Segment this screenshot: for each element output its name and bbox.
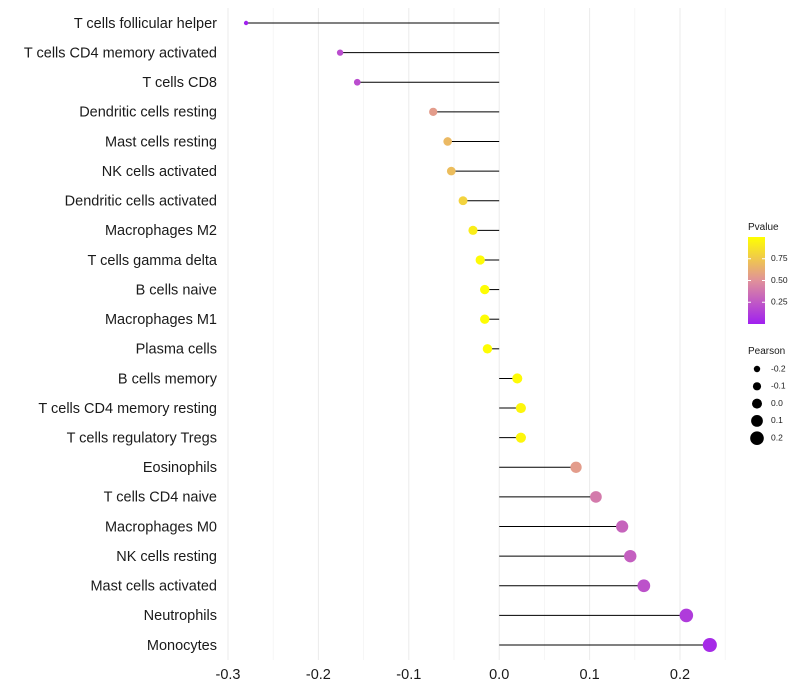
lollipop-point xyxy=(482,344,493,354)
pearson-size-key xyxy=(753,365,761,373)
pvalue-legend: Pvalue 0.25 0.50 0.75 xyxy=(748,222,788,324)
category-label: Eosinophils xyxy=(143,460,217,476)
pearson-key-label: -0.2 xyxy=(771,363,786,373)
category-label: Plasma cells xyxy=(136,342,217,358)
lollipop-point xyxy=(512,373,523,384)
category-label: NK cells resting xyxy=(116,549,217,565)
lollipop-point xyxy=(679,608,694,623)
category-label: Mast cells resting xyxy=(105,134,217,150)
category-label: Neutrophils xyxy=(144,608,217,624)
x-tick-label: 0.1 xyxy=(580,667,600,683)
pvalue-tick-label: 0.75 xyxy=(771,253,788,263)
pvalue-legend-title: Pvalue xyxy=(748,222,779,233)
lollipop-point xyxy=(637,579,651,593)
category-label: T cells CD8 xyxy=(142,75,217,91)
lollipop-points xyxy=(243,20,717,653)
pearson-size-key xyxy=(752,382,762,391)
category-label: Mast cells activated xyxy=(90,579,217,595)
lollipop-point xyxy=(336,49,344,56)
x-tick-label: -0.3 xyxy=(216,667,241,683)
category-label: Dendritic cells activated xyxy=(65,194,217,210)
category-label: T cells CD4 memory resting xyxy=(38,401,217,417)
lollipop-point xyxy=(624,549,637,563)
pvalue-tick-label: 0.25 xyxy=(771,297,788,307)
category-label: NK cells activated xyxy=(102,164,217,180)
x-axis-ticks: -0.3 -0.2 -0.1 0.0 0.1 0.2 xyxy=(216,667,691,683)
lollipop-point xyxy=(458,196,468,206)
category-label: T cells regulatory Tregs xyxy=(67,431,217,447)
category-label: Macrophages M2 xyxy=(105,223,217,239)
pearson-size-key xyxy=(750,431,764,446)
lollipop-point xyxy=(480,314,490,324)
lollipop-point xyxy=(446,166,456,176)
pearson-key-label: -0.1 xyxy=(771,381,786,391)
lollipop-point xyxy=(243,20,249,26)
x-tick-label: -0.2 xyxy=(306,667,331,683)
category-label: Macrophages M1 xyxy=(105,312,217,328)
pearson-key-label: 0.1 xyxy=(771,415,783,425)
pearson-key-label: 0.2 xyxy=(771,432,783,442)
lollipop-point xyxy=(515,402,526,414)
pearson-legend-title: Pearson xyxy=(748,346,785,357)
x-tick-label: -0.1 xyxy=(396,667,421,683)
category-label: T cells CD4 memory activated xyxy=(24,45,217,61)
x-tick-label: 0.0 xyxy=(489,667,509,683)
lollipop-point xyxy=(480,284,490,295)
category-label: T cells gamma delta xyxy=(88,253,218,269)
grid-lines xyxy=(227,8,726,660)
lollipop-stems xyxy=(246,22,710,646)
pearson-size-key xyxy=(751,415,763,427)
lollipop-point xyxy=(443,137,452,146)
category-label: Macrophages M0 xyxy=(105,519,217,535)
category-labels: T cells follicular helper T cells CD4 mem… xyxy=(24,16,218,654)
pearson-key-label: 0.0 xyxy=(771,398,783,408)
lollipop-point xyxy=(429,107,438,117)
pearson-size-key xyxy=(752,398,762,409)
lollipop-point xyxy=(468,225,478,235)
lollipop-point xyxy=(616,520,629,533)
lollipop-point xyxy=(515,432,526,443)
x-tick-label: 0.2 xyxy=(670,667,690,683)
lollipop-point xyxy=(702,637,717,653)
category-label: T cells CD4 naive xyxy=(104,490,217,506)
lollipop-point xyxy=(590,491,602,503)
pvalue-tick-label: 0.50 xyxy=(771,275,788,285)
pearson-legend: Pearson -0.2 -0.1 0.0 0.1 0.2 xyxy=(748,346,786,446)
category-label: B cells memory xyxy=(118,371,218,387)
pvalue-colorbar xyxy=(748,237,765,324)
category-label: Dendritic cells resting xyxy=(79,105,217,121)
lollipop-point xyxy=(475,255,485,265)
lollipop-point xyxy=(570,461,582,473)
category-label: Monocytes xyxy=(147,638,217,654)
category-label: B cells naive xyxy=(136,282,217,298)
category-label: T cells follicular helper xyxy=(74,16,217,32)
lollipop-point xyxy=(353,78,361,86)
